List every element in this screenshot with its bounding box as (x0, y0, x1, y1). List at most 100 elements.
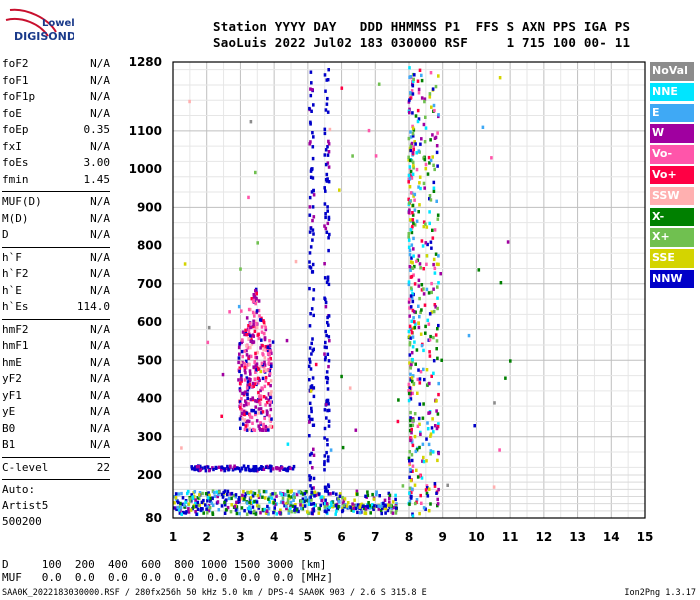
echo-point (280, 493, 283, 497)
echo-point (409, 268, 412, 272)
echo-point (409, 495, 413, 499)
echo-point (243, 365, 246, 369)
echo-point (407, 300, 411, 304)
echo-point (255, 362, 259, 366)
echo-point (238, 417, 242, 421)
echo-point (265, 509, 269, 513)
echo-point (436, 424, 440, 429)
echo-point (255, 297, 258, 301)
echo-point (429, 449, 433, 453)
echo-point (428, 354, 432, 358)
echo-point (192, 505, 195, 509)
echo-point (411, 150, 415, 155)
echo-point (401, 484, 405, 488)
param-row: foF1p N/A (2, 90, 110, 103)
echo-point (349, 505, 352, 510)
legend-item-w: W (650, 124, 694, 143)
echo-point (264, 327, 268, 332)
echo-point (433, 271, 437, 275)
echo-point (418, 511, 421, 516)
echo-point (239, 415, 243, 419)
echo-point (408, 418, 412, 423)
echo-point (290, 510, 293, 514)
echo-point (309, 122, 312, 126)
echo-point (240, 309, 243, 313)
echo-point (325, 375, 329, 380)
echo-point (437, 381, 440, 386)
echo-point (292, 492, 296, 496)
echo-point (234, 508, 238, 512)
echo-point (414, 449, 418, 454)
echo-point (266, 345, 270, 349)
echo-point (408, 386, 412, 390)
echo-point (439, 272, 442, 276)
x-axis-ticks: 1 2 3 4 5 6 7 8 9 10 11 12 13 14 15 (169, 530, 654, 544)
echo-point (429, 158, 433, 163)
echo-point (201, 491, 204, 496)
echo-point (324, 340, 327, 345)
echo-point (411, 261, 414, 265)
echo-point (409, 378, 413, 382)
echo-point (186, 491, 189, 496)
y-tick-label: 200 (137, 468, 162, 482)
echo-point (294, 503, 297, 507)
echo-point (254, 301, 257, 306)
echo-point (435, 199, 438, 203)
echo-point (240, 411, 244, 416)
echo-point (282, 467, 285, 471)
echo-point (323, 224, 326, 228)
param-row: h`F N/A (2, 250, 110, 264)
echo-point (243, 495, 247, 499)
echo-point (248, 413, 252, 417)
echo-point (193, 467, 196, 472)
echo-point (431, 155, 434, 159)
echo-point (310, 451, 313, 456)
echo-point (412, 247, 415, 251)
echo-point (364, 505, 367, 509)
echo-point (268, 349, 272, 353)
echo-point (407, 282, 411, 287)
echo-point (244, 424, 248, 428)
echo-point (414, 501, 417, 506)
echo-point (320, 498, 324, 503)
echo-point (324, 498, 327, 502)
echo-point (323, 509, 327, 513)
echo-point (427, 291, 431, 295)
echo-point (429, 138, 432, 142)
echo-point (184, 511, 188, 515)
echo-point (240, 397, 243, 401)
echo-point (226, 492, 229, 497)
echo-point (198, 493, 201, 497)
echo-point (396, 419, 400, 424)
echo-point (323, 454, 327, 458)
echo-point (305, 498, 308, 502)
echo-point (417, 149, 421, 153)
echo-point (436, 296, 439, 300)
echo-point (409, 148, 412, 153)
echo-point (411, 213, 415, 217)
echo-point (245, 386, 249, 390)
echo-point (175, 507, 178, 511)
y-tick-label: 400 (137, 392, 162, 406)
echo-point (255, 399, 259, 404)
echo-point (311, 131, 314, 135)
echo-point (324, 501, 327, 506)
echo-point (309, 93, 313, 98)
echo-point (253, 428, 257, 432)
echo-point (411, 391, 414, 396)
legend-item-nne: NNE (650, 82, 694, 102)
echo-point (361, 504, 365, 508)
echo-point (411, 124, 414, 129)
echo-point (378, 494, 381, 498)
echo-point (407, 232, 411, 236)
divider (2, 246, 110, 248)
echo-point (308, 142, 312, 146)
echo-point (409, 191, 413, 195)
echo-point (326, 387, 330, 391)
echo-point (245, 316, 249, 320)
echo-point (252, 293, 256, 297)
echo-point (380, 502, 384, 506)
echo-point (249, 378, 252, 382)
echo-point (368, 504, 371, 508)
echo-point (364, 511, 368, 516)
